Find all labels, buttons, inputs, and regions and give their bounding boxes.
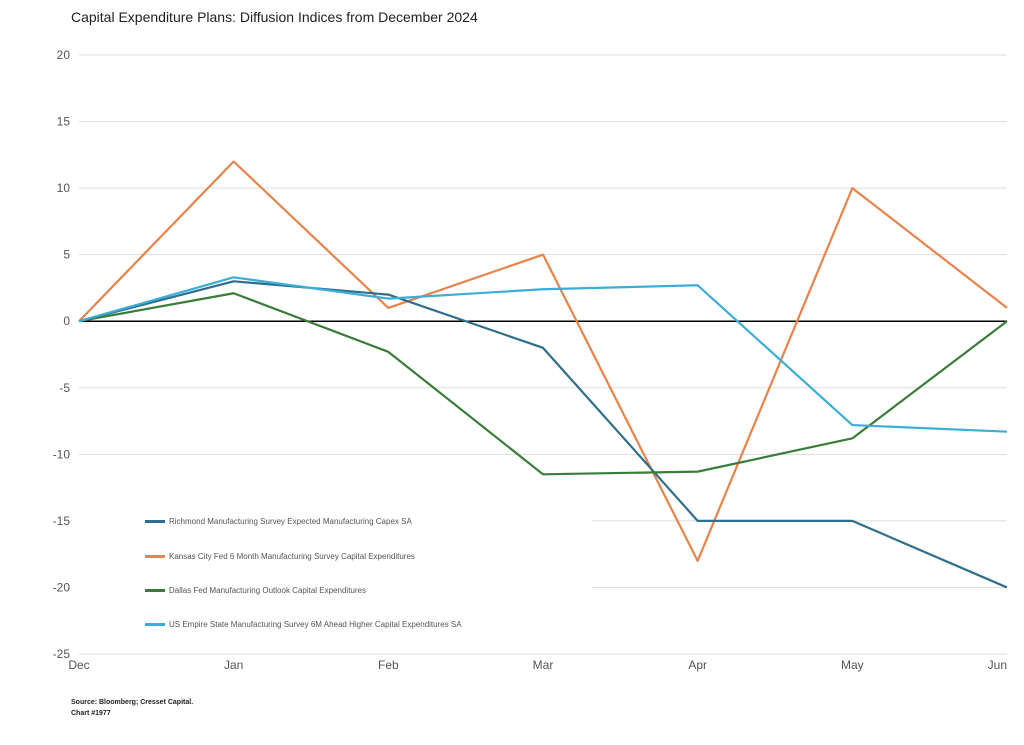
legend-item: Kansas City Fed 6 Month Manufacturing Su… xyxy=(145,552,415,561)
x-tick-label: Dec xyxy=(68,658,89,672)
y-tick-label: 20 xyxy=(57,48,71,62)
chart-title: Capital Expenditure Plans: Diffusion Ind… xyxy=(71,9,478,25)
chart-number: Chart #1977 xyxy=(71,710,111,717)
x-tick-label: Jan xyxy=(224,658,243,672)
y-tick-label: -5 xyxy=(59,381,70,395)
series-line xyxy=(78,276,1008,433)
y-tick-label: 5 xyxy=(63,248,70,262)
series-line xyxy=(78,160,1008,562)
x-tick-label: May xyxy=(841,658,864,672)
legend-swatch xyxy=(145,589,165,592)
legend-swatch xyxy=(145,555,165,558)
y-tick-label: -25 xyxy=(53,647,71,661)
legend-item: Dallas Fed Manufacturing Outlook Capital… xyxy=(145,586,366,595)
y-tick-label: -20 xyxy=(53,580,71,594)
source-line: Source: Bloomberg; Cresset Capital. xyxy=(71,699,194,706)
y-tick-label: -10 xyxy=(53,447,71,461)
series-line xyxy=(78,292,1008,476)
legend-label: US Empire State Manufacturing Survey 6M … xyxy=(169,620,462,629)
legend: Richmond Manufacturing Survey Expected M… xyxy=(70,506,592,644)
y-tick-label: 15 xyxy=(57,115,71,129)
x-tick-label: Feb xyxy=(378,658,399,672)
legend-label: Dallas Fed Manufacturing Outlook Capital… xyxy=(169,586,366,595)
legend-swatch xyxy=(145,623,165,626)
legend-swatch xyxy=(145,520,165,523)
y-tick-label: -15 xyxy=(53,514,71,528)
y-tick-label: 0 xyxy=(63,314,70,328)
legend-label: Richmond Manufacturing Survey Expected M… xyxy=(169,517,412,526)
x-tick-label: Jun xyxy=(988,658,1007,672)
x-tick-label: Apr xyxy=(688,658,707,672)
legend-item: Richmond Manufacturing Survey Expected M… xyxy=(145,517,412,526)
series-line xyxy=(78,280,1008,589)
x-tick-label: Mar xyxy=(533,658,554,672)
legend-label: Kansas City Fed 6 Month Manufacturing Su… xyxy=(169,552,415,561)
y-tick-label: 10 xyxy=(57,181,71,195)
source-note: Source: Bloomberg; Cresset Capital. Char… xyxy=(71,697,193,719)
legend-item: US Empire State Manufacturing Survey 6M … xyxy=(145,620,462,629)
